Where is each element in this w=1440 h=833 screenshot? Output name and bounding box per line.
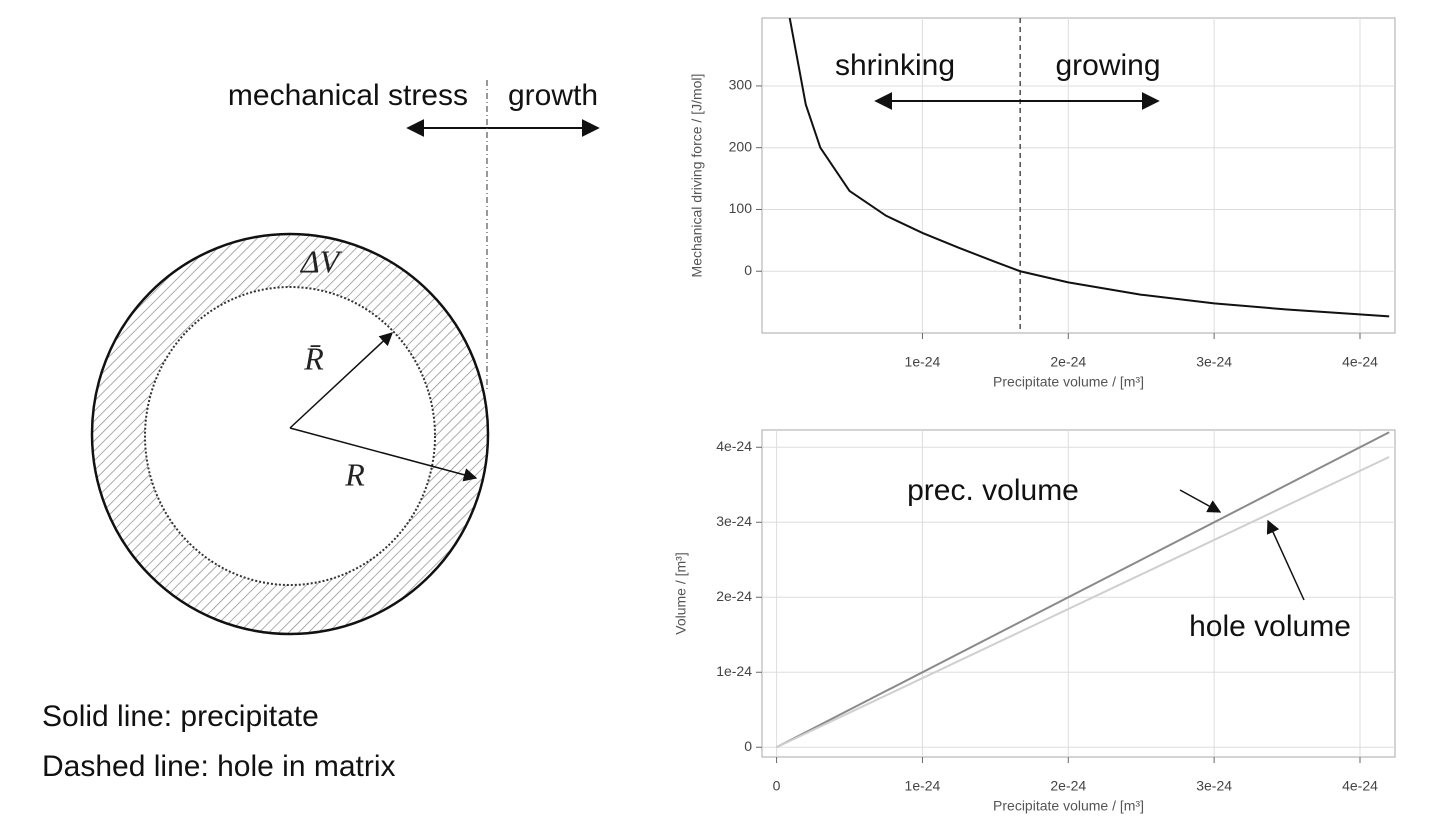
- series-line: [776, 431, 1390, 749]
- y-tick-label: 300: [729, 77, 753, 93]
- x-tick-label: 1e-24: [905, 778, 941, 794]
- y-tick-label: 4e-24: [716, 438, 752, 454]
- annotation-arrow: [1179, 489, 1222, 513]
- outer-radius-arrow: [289, 427, 478, 482]
- inner-radius-label: R̄: [303, 340, 324, 376]
- x-axis-label: Precipitate volume / [m³]: [993, 374, 1144, 390]
- legend-solid: Solid line: precipitate: [42, 700, 319, 733]
- x-tick-label: 4e-24: [1342, 354, 1378, 370]
- series-line: [788, 18, 1390, 318]
- y-tick-label: 2e-24: [716, 588, 752, 604]
- x-tick-label: 2e-24: [1050, 354, 1086, 370]
- x-axis-label: Precipitate volume / [m³]: [993, 798, 1144, 814]
- series-line: [776, 456, 1390, 749]
- y-tick-label: 1e-24: [716, 663, 752, 679]
- annotation-arrow: [1266, 519, 1305, 601]
- inner-circle: [144, 286, 436, 586]
- outer-radius-label: R: [344, 456, 365, 492]
- x-tick-label: 2e-24: [1050, 778, 1086, 794]
- chart: 0 1e-24 2e-24 3e-24 4e-24 0 1e-24 2e-24 3e-24 4e-…: [673, 429, 1396, 814]
- right-label: growth: [508, 79, 598, 112]
- series-label: prec. volume: [907, 474, 1079, 507]
- annotation: growing: [1055, 49, 1160, 82]
- diagram: mechanical stress growth ΔV R̄ R Solid l…: [42, 79, 600, 783]
- shell-label: ΔV: [299, 243, 343, 279]
- legend-dashed: Dashed line: hole in matrix: [42, 750, 396, 783]
- x-tick-label: 1e-24: [905, 354, 941, 370]
- x-tick-label: 3e-24: [1196, 354, 1232, 370]
- y-tick-label: 0: [744, 738, 752, 754]
- x-tick-label: 0: [773, 778, 781, 794]
- y-axis-label: Volume / [m³]: [673, 552, 689, 634]
- x-tick-label: 3e-24: [1196, 778, 1232, 794]
- y-tick-label: 0: [744, 262, 752, 278]
- chart: 1e-24 2e-24 3e-24 4e-24 0 100 200 300 Precipitat…: [689, 17, 1396, 390]
- y-axis-label: Mechanical driving force / [J/mol]: [689, 74, 705, 278]
- y-tick-label: 3e-24: [716, 513, 752, 529]
- x-tick-label: 4e-24: [1342, 778, 1378, 794]
- y-tick-label: 100: [729, 200, 753, 216]
- left-label: mechanical stress: [228, 79, 468, 112]
- inner-radius-arrow: [289, 332, 393, 429]
- annotation: shrinking: [835, 49, 955, 82]
- series-label: hole volume: [1189, 610, 1351, 643]
- plot-area: [761, 17, 1396, 334]
- y-tick-label: 200: [729, 138, 753, 154]
